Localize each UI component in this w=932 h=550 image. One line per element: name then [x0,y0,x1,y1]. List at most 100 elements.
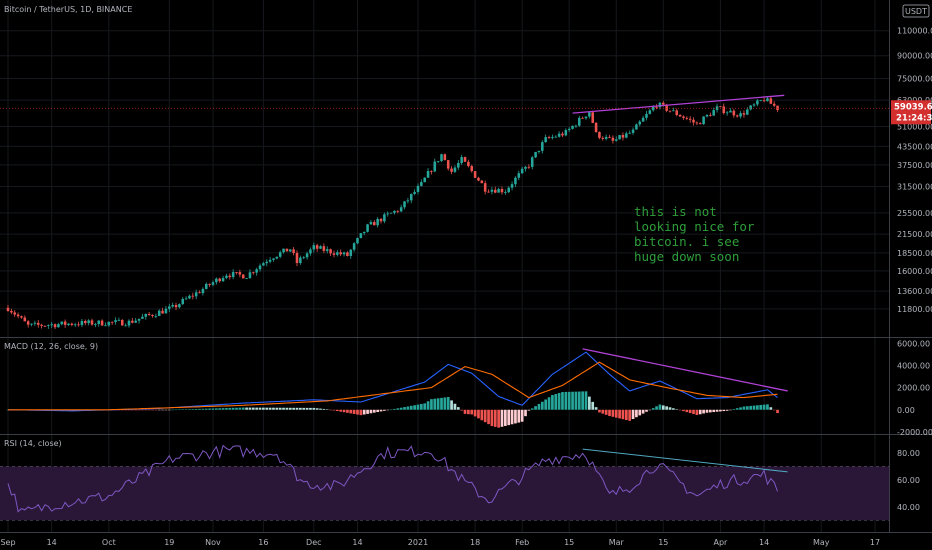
candle [645,110,648,121]
macd-histogram-bar [352,409,356,414]
candle [551,134,554,140]
candle [722,103,726,115]
candle-body [94,324,97,325]
candle [120,319,124,326]
rsi-trendline[interactable] [582,448,788,473]
candle [507,186,510,194]
candle [668,110,672,113]
macd-histogram-bar [467,409,470,415]
currency-text: USDT [905,7,927,16]
macd-histogram-bar [621,409,625,420]
candle-body [557,133,561,137]
candle-body [346,252,349,256]
last-price-badge: 59039.61 21:24:35 [891,100,932,125]
macd-histogram-bar [144,409,148,411]
candle [194,289,198,300]
candle [396,210,400,214]
candle-body [493,189,497,193]
time-tick-label: 14 [759,538,769,547]
macd-histogram-bar [282,407,285,410]
macd-histogram-bar [386,409,390,411]
candle-body [443,154,447,161]
candle-body [325,249,329,251]
candle [100,319,104,326]
candle-body [702,116,705,125]
candle-body [245,278,248,279]
macd-histogram-bar [668,407,672,410]
macd-histogram-bar [322,408,326,410]
candle-body [184,298,188,300]
macd-tick-label: 0.00 [897,406,915,415]
candle [255,267,258,276]
candle-body [571,125,574,129]
annotation-text[interactable]: this is not looking nice for bitcoin. i … [634,204,755,264]
candle [134,317,137,324]
candle-body [161,310,164,314]
candle-body [141,316,144,319]
candle [588,112,591,119]
candle [174,302,178,310]
candle [20,315,23,319]
candle [504,189,507,195]
candle-body [403,201,406,208]
macd-histogram-bar [215,408,218,410]
macd-histogram-bar [372,409,376,413]
candle-body [688,118,692,120]
candle [625,131,628,139]
macd-histogram-bar [184,409,188,410]
candle [682,115,685,120]
candle-body [742,113,746,115]
candle-body [164,308,168,314]
candle [601,136,605,141]
candle [759,100,763,102]
time-tick-label: May [813,538,830,547]
macd-histogram-bar [520,409,524,422]
candle-body [6,307,10,311]
macd-trendline[interactable] [582,348,788,392]
macd-histogram-bar [245,407,248,410]
price-trendline[interactable] [572,94,785,114]
candle [534,151,537,159]
candle [215,277,218,285]
candle [157,309,161,317]
macd-histogram-bar [409,405,413,410]
candle [399,204,403,213]
macd-tick-label: 4000.00 [897,361,930,370]
currency-label[interactable]: USDT [902,4,930,18]
rsi-pane[interactable] [7,444,778,513]
macd-histogram-bar [624,409,628,421]
macd-histogram-bar [678,409,682,411]
price-tick-label: 31500.00 [897,183,932,192]
price-pane[interactable] [6,96,779,329]
candle [124,323,127,327]
candle [446,159,450,171]
candle-body [379,218,383,222]
candle-body [329,249,332,254]
macd-histogram-bar [440,397,443,410]
macd-histogram-bar [567,391,571,410]
candle-body [591,112,594,123]
macd-histogram-bar [739,407,742,410]
candle-body [389,212,393,214]
candle [591,110,594,124]
macd-histogram-bar [319,408,322,410]
macd-histogram-bar [708,409,712,413]
candle-body [399,207,403,212]
candle [262,261,265,266]
candle [94,322,97,328]
macd-histogram-bar [258,407,262,410]
candle-body [668,110,672,112]
candle-body [507,187,510,193]
macd-histogram-bar [688,409,692,414]
candle-body [258,265,262,270]
macd-histogram-bar [302,407,306,410]
candle-body [289,249,292,252]
macd-pane[interactable] [6,351,779,428]
macd-histogram-bar [399,407,403,410]
candle [181,297,185,306]
candle-body [120,319,124,326]
candle [131,318,134,324]
candle-body [87,320,90,324]
candle [289,249,292,253]
